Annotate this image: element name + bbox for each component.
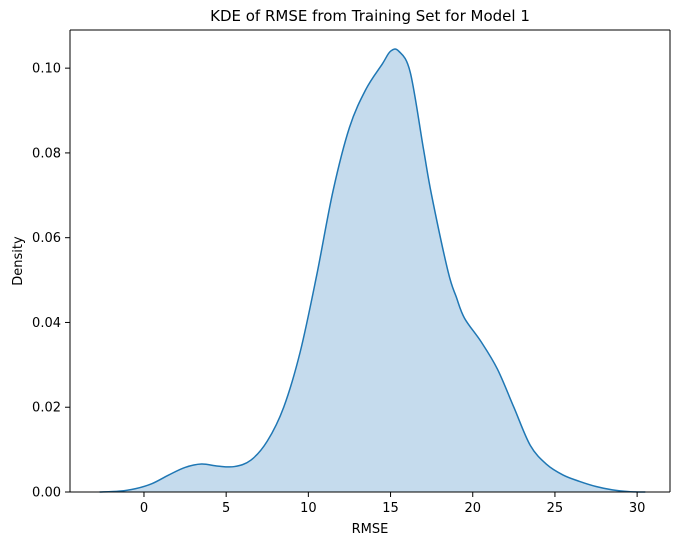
y-tick-label: 0.00 [32,486,61,501]
x-tick-label: 30 [629,501,646,516]
y-axis-label: Density [11,236,26,286]
density-line [99,48,646,493]
x-tick-label: 20 [464,501,481,516]
x-tick-label: 5 [222,501,230,516]
x-tick-label: 10 [300,501,317,516]
x-ticks-group: 0 5 10 15 20 25 30 [140,492,646,516]
x-tick-label: 0 [140,501,148,516]
y-tick-label: 0.06 [32,231,61,246]
y-tick-label: 0.04 [32,316,61,331]
chart-title: KDE of RMSE from Training Set for Model … [210,7,530,25]
y-ticks-group: 0.00 0.02 0.04 0.06 0.08 0.10 [32,62,70,501]
density-area [99,49,646,493]
x-axis-label: RMSE [352,522,389,537]
y-tick-label: 0.10 [32,62,61,77]
x-tick-label: 15 [382,501,399,516]
x-tick-label: 25 [547,501,564,516]
axes-group [69,29,671,493]
density-group [99,48,646,493]
y-tick-label: 0.08 [32,146,61,161]
y-tick-label: 0.02 [32,401,61,416]
